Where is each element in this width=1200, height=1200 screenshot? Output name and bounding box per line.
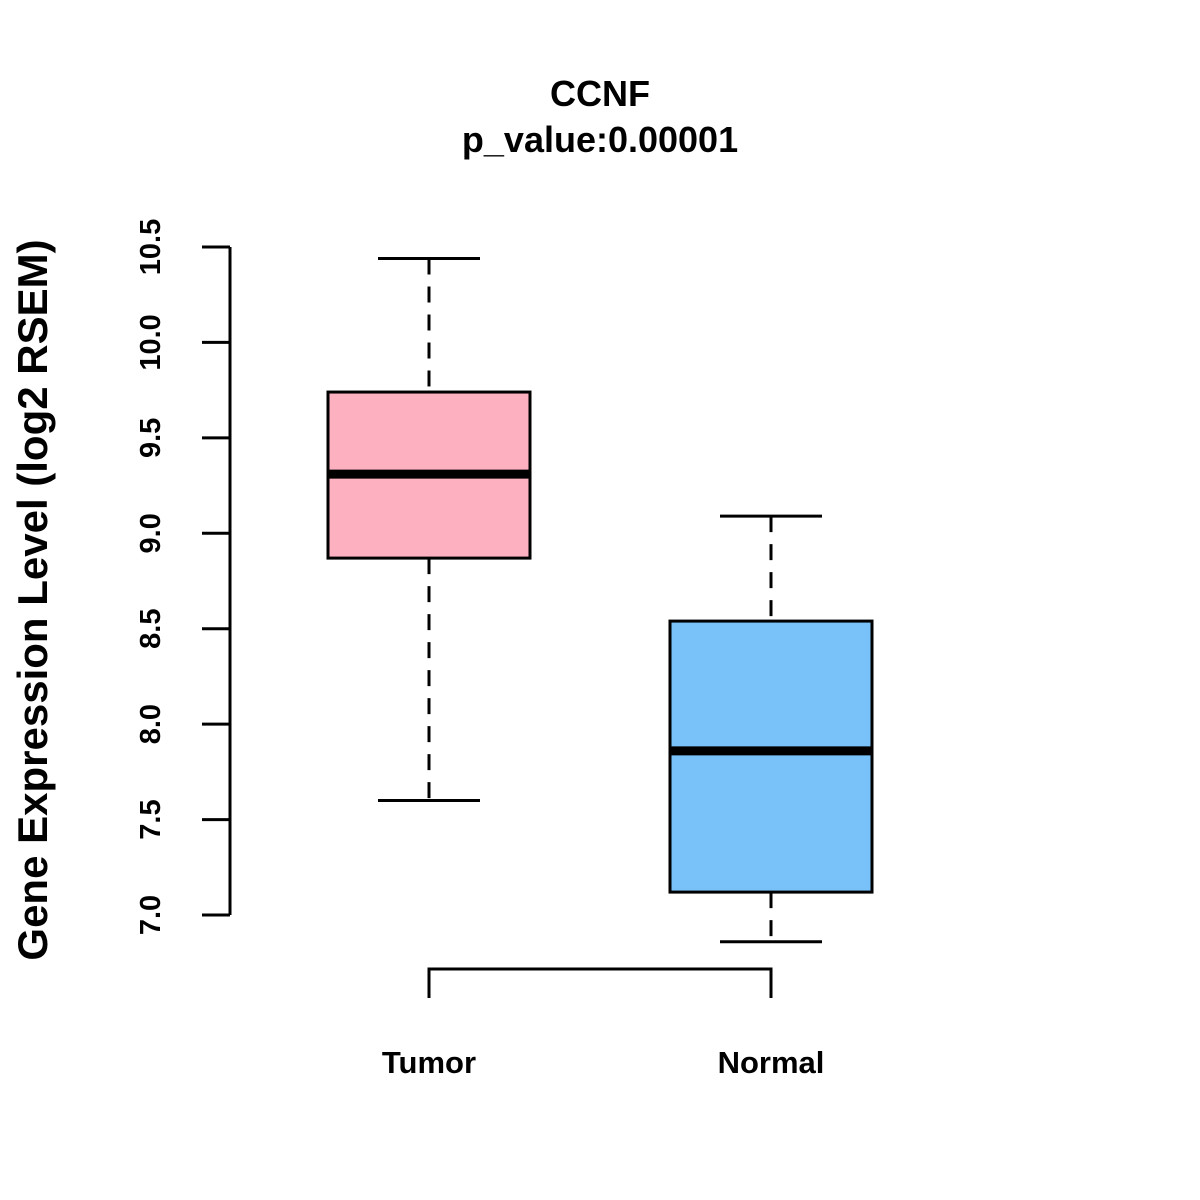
box-series	[326, 256, 874, 944]
category-labels: Tumor Normal	[382, 1045, 824, 1080]
box-tumor	[326, 256, 532, 802]
y-tick-label: 10.0	[135, 314, 167, 370]
bracket-line	[427, 967, 773, 998]
y-tick-label: 8.5	[135, 609, 167, 649]
y-tick-label: 9.0	[135, 513, 167, 553]
y-axis: 7.0 7.5 8.0 8.5 9.0 9.5 10.0 10.5	[135, 219, 232, 935]
box-normal	[668, 514, 874, 944]
y-tick-label: 7.5	[135, 799, 167, 839]
y-tick-label: 7.0	[135, 895, 167, 935]
comparison-bracket	[427, 967, 773, 998]
category-label-normal: Normal	[718, 1045, 825, 1080]
category-label-tumor: Tumor	[382, 1045, 476, 1080]
y-axis-label: Gene Expression Level (log2 RSEM)	[9, 239, 56, 960]
y-tick-label: 8.0	[135, 704, 167, 744]
iqr-box	[668, 619, 874, 894]
y-tick-label: 9.5	[135, 418, 167, 458]
y-tick-label: 10.5	[135, 219, 167, 275]
chart-title: CCNF	[550, 73, 650, 114]
chart-subtitle: p_value:0.00001	[462, 119, 738, 160]
